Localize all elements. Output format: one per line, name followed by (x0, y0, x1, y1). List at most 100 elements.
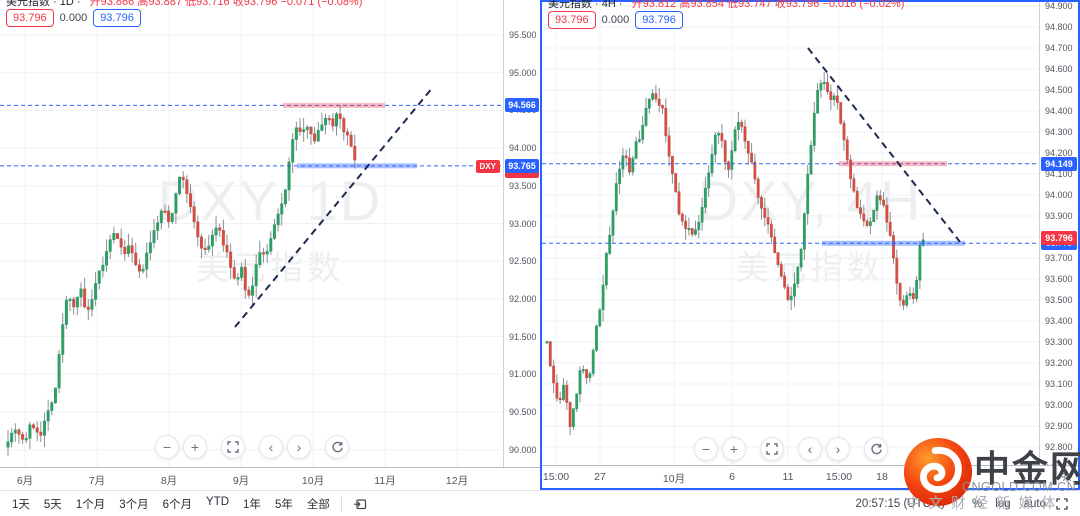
reset-button[interactable] (325, 435, 349, 459)
price-tick: 95.000 (509, 67, 537, 78)
axis-settings-gear-icon[interactable] (1061, 471, 1073, 483)
time-tick: 6 (729, 471, 735, 483)
chart-pane-daily: DXY, 1D 美元指数 美元指数 · 1D · 开93.866 高93.887… (0, 0, 540, 490)
range-button-5年[interactable]: 5年 (274, 499, 293, 511)
time-axis[interactable]: 15:00 27 10月 6 11 15:00 18 (542, 465, 1078, 488)
range-button-1个月[interactable]: 1个月 (75, 499, 106, 511)
maximize-icon (766, 443, 778, 455)
zoom-in-button[interactable]: + (183, 435, 207, 459)
price-tick: 95.500 (509, 30, 537, 40)
price-axis[interactable]: 95.50095.00094.50094.00093.50093.00092.5… (503, 0, 540, 468)
price-tick: 93.600 (1045, 274, 1073, 284)
zoom-out-button[interactable]: − (694, 437, 718, 461)
price-tick: 93.200 (1045, 358, 1073, 368)
price-tick: 93.500 (1045, 295, 1073, 305)
buy-price-button[interactable]: 93.796 (93, 9, 141, 27)
clock-timezone-button[interactable]: 20:57:15 (UTC-4) (855, 498, 946, 510)
time-tick: 12月 (445, 475, 469, 487)
range-button-YTD[interactable]: YTD (206, 496, 230, 508)
price-axis[interactable]: 94.900 94.800 94.700 94.600 94.500 94.400 94.3… (1039, 2, 1078, 466)
price-tick: 94.800 (1045, 22, 1073, 32)
scale-mode-buttons: % log auto (972, 498, 1046, 510)
time-tick: 7月 (88, 475, 106, 487)
price-tick: 94.400 (1045, 106, 1073, 116)
price-tick: 93.000 (1045, 400, 1073, 410)
scroll-right-icon: › (296, 439, 302, 455)
chart-legend: 美元指数 · 4H · 开93.812 高93.854 低93.747 收93.… (548, 0, 904, 11)
time-tick: 6月 (16, 475, 34, 487)
price-tick: 93.700 (1045, 253, 1073, 263)
maximize-button[interactable] (760, 437, 784, 461)
fullscreen-icon[interactable] (1056, 498, 1068, 510)
price-line-badge: 93.765 (505, 158, 539, 173)
time-tick: 27 (594, 471, 606, 483)
bottom-toolbar: 1天 5天 1个月 3个月 6个月 YTD 1年 5年 全部 20:57:15 (UTC-4) … (0, 490, 1080, 516)
price-tick: 93.500 (509, 180, 537, 191)
price-tick: 93.000 (509, 218, 537, 229)
price-tick: 94.900 (1045, 2, 1073, 11)
price-tick: 92.900 (1045, 421, 1073, 431)
symbol-price-tag: DXY (475, 159, 500, 173)
chart-nav-controls: − + ‹ › (0, 435, 504, 459)
go-to-date-icon[interactable] (353, 497, 367, 511)
sell-price-button[interactable]: 93.796 (6, 9, 54, 27)
scroll-left-icon: ‹ (268, 439, 274, 455)
price-tick: 94.000 (1045, 190, 1073, 200)
symbol-title: 美元指数 · 1D · (6, 0, 81, 8)
zoom-out-button[interactable]: − (155, 435, 179, 459)
price-chart-canvas[interactable] (542, 2, 1040, 470)
scroll-right-button[interactable]: › (826, 437, 850, 461)
price-tick: 94.300 (1045, 127, 1073, 137)
scroll-left-button[interactable]: ‹ (798, 437, 822, 461)
date-range-buttons: 1天 5天 1个月 3个月 6个月 YTD 1年 5年 全部 (0, 496, 330, 512)
ohlc-values: 开93.866 高93.887 低93.716 收93.796 −0.071 (… (89, 0, 363, 8)
range-button-1年[interactable]: 1年 (243, 499, 261, 511)
zoom-in-button[interactable]: + (722, 437, 746, 461)
scroll-left-button[interactable]: ‹ (259, 435, 283, 459)
toolbar-divider (956, 497, 958, 511)
price-tick: 93.300 (1045, 337, 1073, 347)
scroll-right-icon: › (835, 441, 841, 457)
scale-button-auto[interactable]: auto (1023, 498, 1046, 510)
price-tick: 94.500 (1045, 85, 1073, 95)
time-tick: 10月 (662, 473, 686, 485)
time-tick: 15:00 (542, 471, 570, 483)
time-tick: 8月 (160, 475, 178, 487)
range-button-3个月[interactable]: 3个月 (119, 499, 149, 511)
price-tick: 92.500 (509, 256, 537, 267)
range-button-6个月[interactable]: 6个月 (162, 499, 193, 511)
zoom-in-icon: + (729, 441, 739, 457)
scroll-left-icon: ‹ (807, 441, 813, 457)
time-tick: 18 (876, 471, 888, 483)
price-tick: 92.700 (1045, 463, 1073, 466)
price-tick: 93.900 (1045, 211, 1073, 221)
toolbar-divider (340, 497, 342, 511)
zoom-out-icon: − (701, 441, 711, 457)
time-axis[interactable]: 6月 7月 8月 9月 10月 11月 12月 (0, 467, 540, 490)
range-button-全部[interactable]: 全部 (306, 499, 330, 511)
maximize-button[interactable] (221, 435, 245, 459)
price-tick: 94.600 (1045, 64, 1073, 74)
time-tick: 11月 (374, 475, 396, 487)
quote-row: 93.796 0.000 93.796 (548, 11, 683, 29)
chart-nav-controls: − + ‹ › (542, 437, 1040, 461)
price-tick: 94.000 (509, 143, 537, 154)
time-tick: 9月 (232, 475, 250, 487)
scale-button-log[interactable]: log (995, 498, 1011, 510)
reset-button[interactable] (864, 437, 888, 461)
time-tick: 11 (782, 471, 794, 483)
zoom-out-icon: − (162, 439, 172, 455)
range-button-1天[interactable]: 1天 (12, 499, 30, 511)
price-tick: 94.100 (1045, 169, 1073, 179)
spread-value: 0.000 (59, 12, 88, 24)
scale-button-%[interactable]: % (972, 498, 983, 510)
price-tick: 92.800 (1045, 442, 1073, 452)
buy-price-button[interactable]: 93.796 (635, 11, 683, 29)
range-button-5天[interactable]: 5天 (43, 499, 62, 511)
scroll-right-button[interactable]: › (287, 435, 311, 459)
time-tick: 15:00 (825, 471, 853, 483)
price-chart-canvas[interactable] (0, 0, 504, 468)
reset-icon (870, 443, 883, 456)
sell-price-button[interactable]: 93.796 (548, 11, 596, 29)
